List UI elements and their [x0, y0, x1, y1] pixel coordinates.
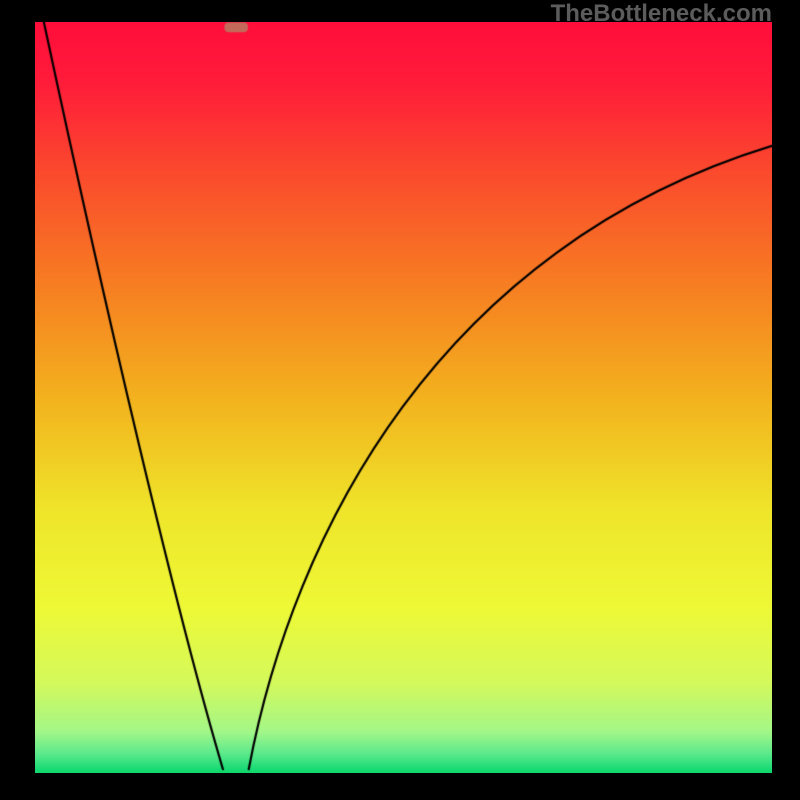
- gradient-chart-canvas: [35, 22, 772, 773]
- plot-area: [35, 22, 772, 773]
- chart-frame: TheBottleneck.com: [0, 0, 800, 800]
- watermark-text: TheBottleneck.com: [551, 0, 772, 28]
